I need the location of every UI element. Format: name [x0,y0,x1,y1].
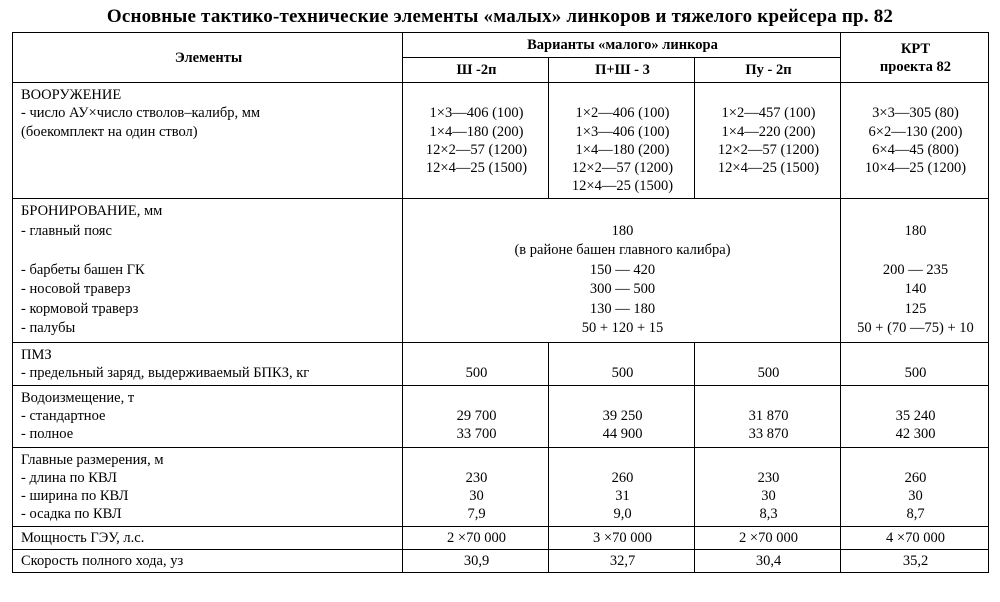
pmz-k: 500 [905,365,927,381]
power-k: 4 ×70 000 [841,527,989,550]
pmz-c: 500 [758,365,780,381]
armor-k-0: 180 [849,222,982,242]
armor-merged-2: 150 — 420 [411,261,834,281]
arming-a-0: 1×3—406 (100) [411,104,542,122]
armor-label-5: - палубы [21,319,396,339]
row-speed: Скорость полного хода, уз 30,9 32,7 30,4… [13,550,989,573]
armor-k-4: 125 [849,300,982,320]
col-header-variant-b: П+Ш - 3 [549,58,695,83]
disp-c-1: 33 870 [703,425,834,443]
arming-b-0: 1×2—406 (100) [557,104,688,122]
arming-b-2: 1×4—180 (200) [557,141,688,159]
arming-b-1: 1×3—406 (100) [557,123,688,141]
speed-c: 30,4 [695,550,841,573]
armor-label-1 [21,241,396,261]
arming-k-2: 6×4—45 (800) [849,141,982,159]
dims-a-0: 230 [411,469,542,487]
armor-heading: БРОНИРОВАНИЕ, мм [21,202,396,222]
pmz-label: - предельный заряд, выдерживаемый БПКЗ, … [21,364,396,382]
arming-k-0: 3×3—305 (80) [849,104,982,122]
row-displacement: Водоизмещение, т - стандартное - полное … [13,386,989,447]
dims-heading: Главные размерения, м [21,451,396,469]
armor-label-4: - кормовой траверз [21,300,396,320]
pmz-b: 500 [612,365,634,381]
dims-a-1: 30 [411,487,542,505]
dims-b-0: 260 [557,469,688,487]
krt-line2: проекта 82 [880,59,951,75]
row-dimensions: Главные размерения, м - длина по КВЛ - ш… [13,447,989,527]
arming-k-1: 6×2—130 (200) [849,123,982,141]
arming-b-4: 12×4—25 (1500) [557,177,688,195]
armor-merged-3: 300 — 500 [411,280,834,300]
row-armor: БРОНИРОВАНИЕ, мм - главный пояс - барбет… [13,199,989,343]
dims-k-1: 30 [849,487,982,505]
pmz-a: 500 [466,365,488,381]
arming-c-3: 12×4—25 (1500) [703,159,834,177]
disp-b-1: 44 900 [557,425,688,443]
speed-a: 30,9 [403,550,549,573]
armor-k-2: 200 — 235 [849,261,982,281]
power-b: 3 ×70 000 [549,527,695,550]
dims-k-0: 260 [849,469,982,487]
dims-b-2: 9,0 [557,505,688,523]
power-a: 2 ×70 000 [403,527,549,550]
armor-merged-1: (в районе башен главного калибра) [411,241,834,261]
armor-k-3: 140 [849,280,982,300]
armor-k-1 [849,241,982,261]
table-title: Основные тактико-технические элементы «м… [12,6,988,28]
arming-heading: ВООРУЖЕНИЕ [21,86,396,104]
col-header-variant-a: Ш -2п [403,58,549,83]
power-c: 2 ×70 000 [695,527,841,550]
arming-a-3: 12×4—25 (1500) [411,159,542,177]
col-header-variant-c: Пу - 2п [695,58,841,83]
armor-merged-0: 180 [411,222,834,242]
dims-label-0: - длина по КВЛ [21,469,396,487]
armor-label-2: - барбеты башен ГК [21,261,396,281]
dims-label-1: - ширина по КВЛ [21,487,396,505]
row-power: Мощность ГЭУ, л.с. 2 ×70 000 3 ×70 000 2… [13,527,989,550]
dims-k-2: 8,7 [849,505,982,523]
spec-table: Элементы Варианты «малого» линкора КРТ п… [12,32,989,573]
arming-a-2: 12×2—57 (1200) [411,141,542,159]
disp-k-1: 42 300 [849,425,982,443]
krt-line1: КРТ [901,41,930,57]
arming-k-3: 10×4—25 (1200) [849,159,982,177]
dims-a-2: 7,9 [411,505,542,523]
disp-a-0: 29 700 [411,407,542,425]
dims-label-2: - осадка по КВЛ [21,505,396,523]
disp-a-1: 33 700 [411,425,542,443]
speed-b: 32,7 [549,550,695,573]
arming-a-1: 1×4—180 (200) [411,123,542,141]
disp-k-0: 35 240 [849,407,982,425]
armor-label-3: - носовой траверз [21,280,396,300]
arming-sub1: - число АУ×число стволов–калибр, мм [21,104,396,122]
disp-label-0: - стандартное [21,407,396,425]
power-label: Мощность ГЭУ, л.с. [13,527,403,550]
disp-heading: Водоизмещение, т [21,389,396,407]
col-header-elements: Элементы [13,33,403,83]
arming-c-0: 1×2—457 (100) [703,104,834,122]
arming-sub2: (боекомплект на один ствол) [21,123,396,141]
arming-c-1: 1×4—220 (200) [703,123,834,141]
dims-c-1: 30 [703,487,834,505]
disp-b-0: 39 250 [557,407,688,425]
col-header-variants: Варианты «малого» линкора [403,33,841,58]
dims-c-0: 230 [703,469,834,487]
armor-k-5: 50 + (70 —75) + 10 [849,319,982,339]
disp-label-1: - полное [21,425,396,443]
row-pmz: ПМЗ - предельный заряд, выдерживаемый БП… [13,342,989,385]
disp-c-0: 31 870 [703,407,834,425]
dims-c-2: 8,3 [703,505,834,523]
arming-b-3: 12×2—57 (1200) [557,159,688,177]
dims-b-1: 31 [557,487,688,505]
armor-label-0: - главный пояс [21,222,396,242]
pmz-heading: ПМЗ [21,346,396,364]
col-header-krt: КРТ проекта 82 [841,33,989,83]
row-arming: ВООРУЖЕНИЕ - число АУ×число стволов–кали… [13,83,989,199]
speed-label: Скорость полного хода, уз [13,550,403,573]
arming-c-2: 12×2—57 (1200) [703,141,834,159]
armor-merged-5: 50 + 120 + 15 [411,319,834,339]
armor-merged-4: 130 — 180 [411,300,834,320]
speed-k: 35,2 [841,550,989,573]
